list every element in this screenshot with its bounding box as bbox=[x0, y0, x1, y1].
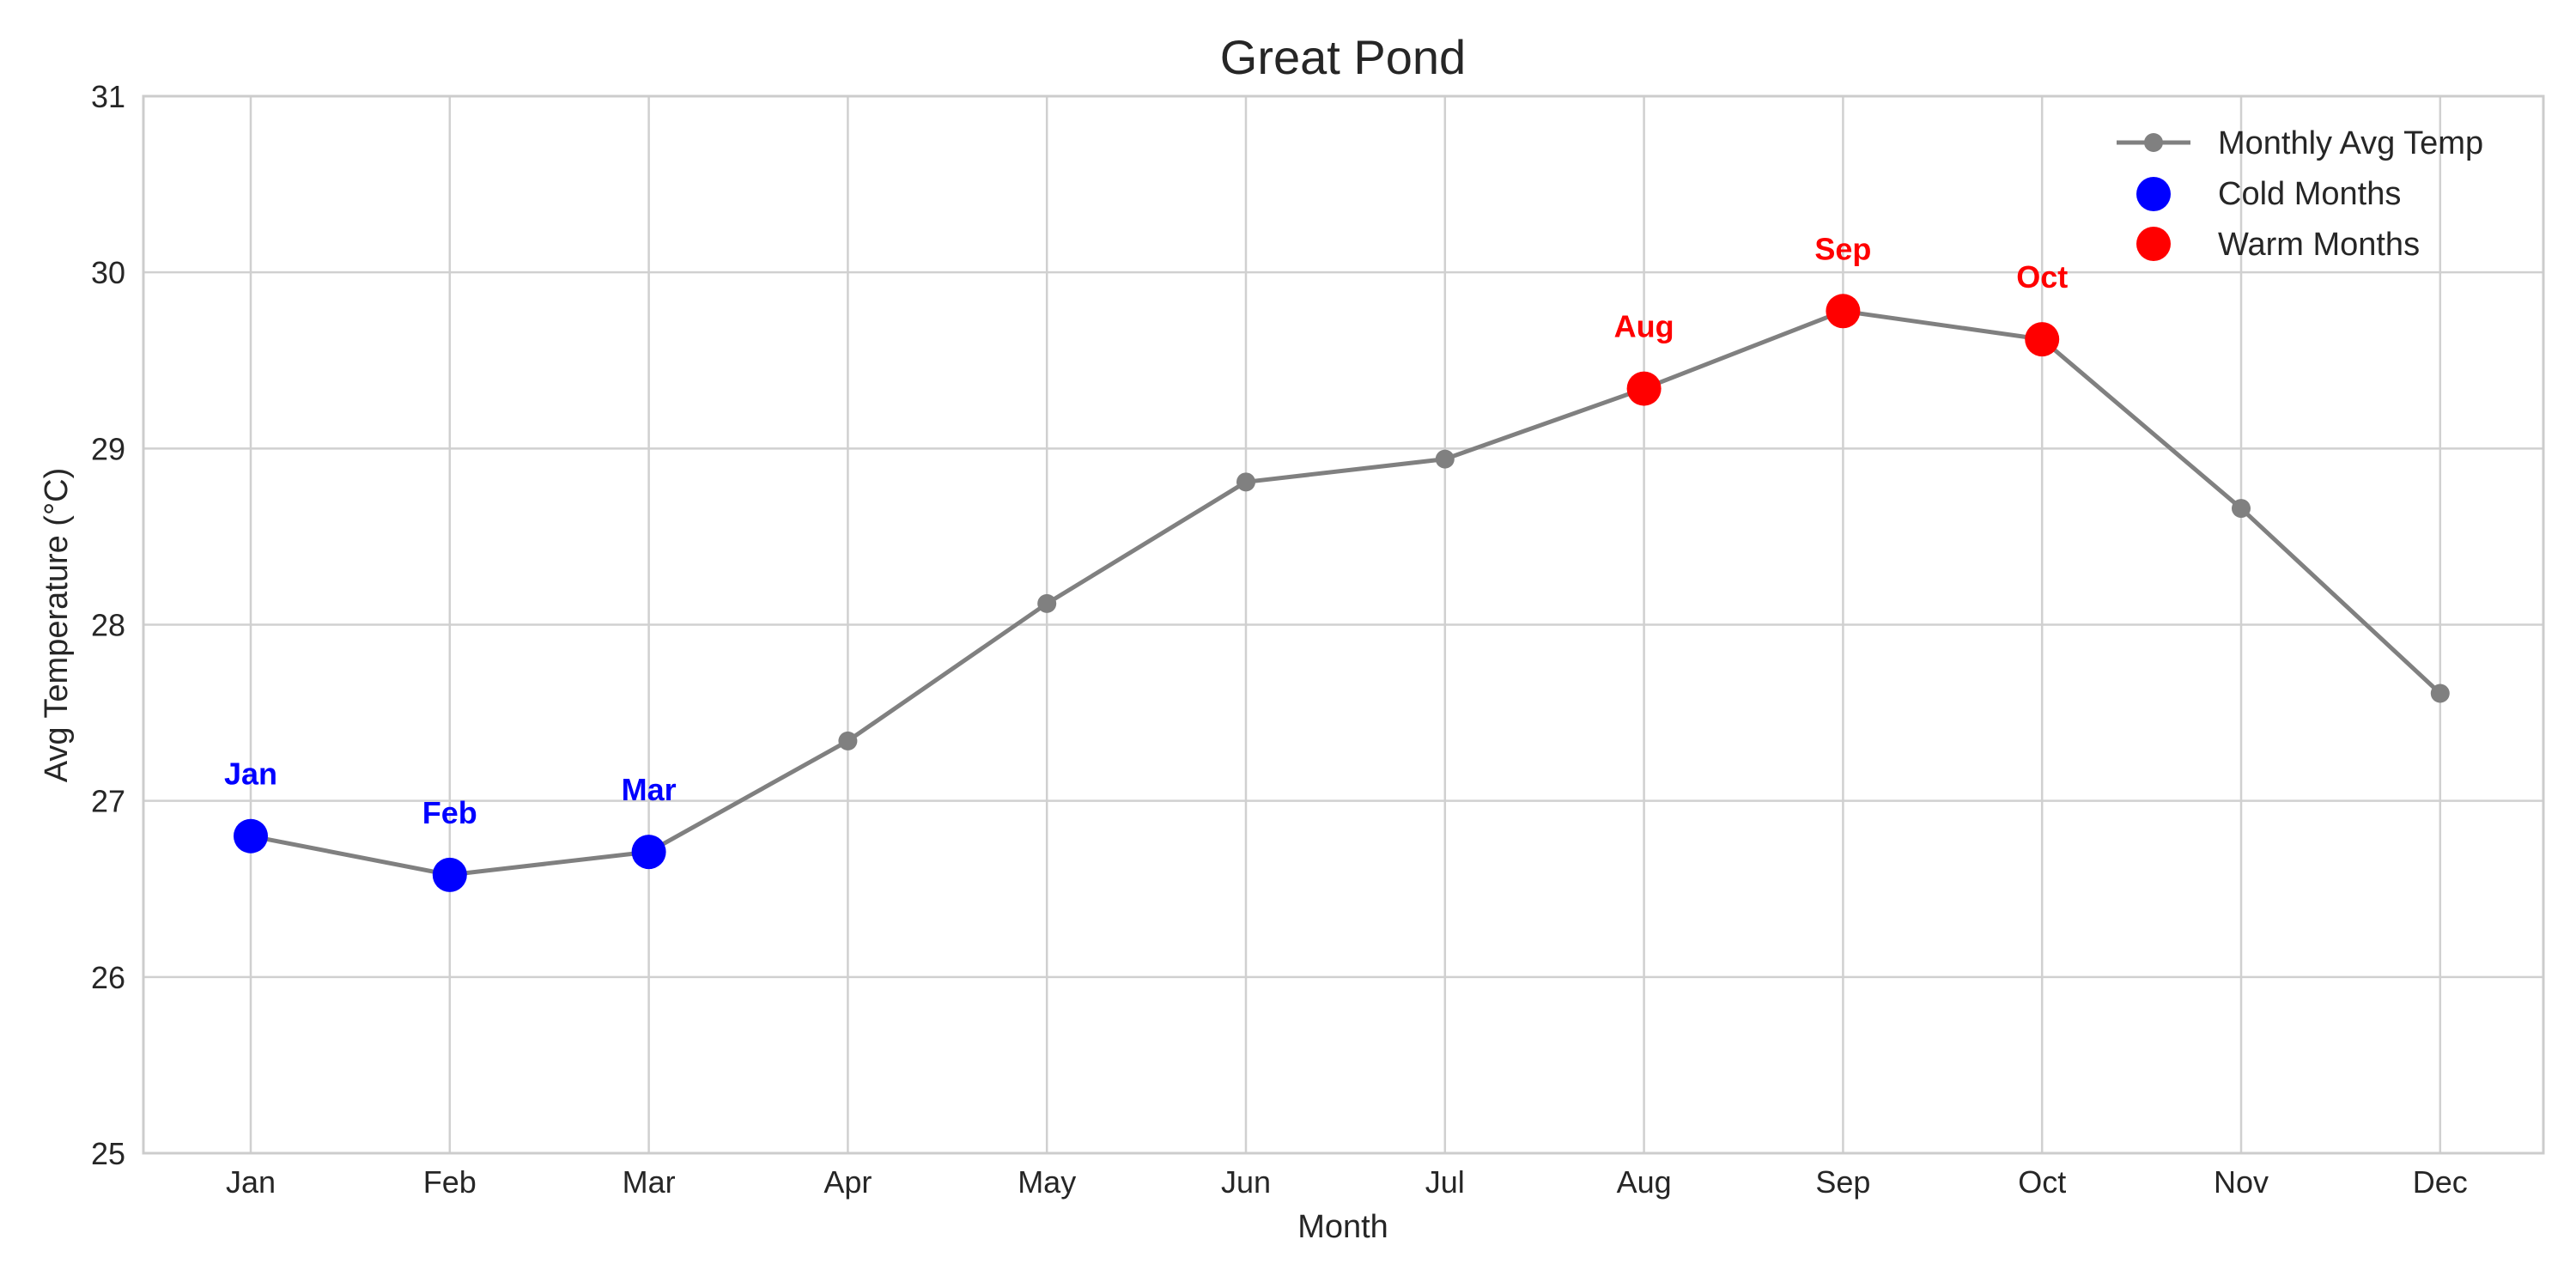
data-point-dec bbox=[2430, 683, 2450, 703]
y-tick-label-29: 29 bbox=[91, 431, 125, 466]
x-tick-label-jan: Jan bbox=[226, 1164, 276, 1200]
annotation-label-sep: Sep bbox=[1814, 231, 1871, 266]
x-tick-label-apr: Apr bbox=[823, 1164, 872, 1200]
y-tick-label-26: 26 bbox=[91, 960, 125, 995]
y-axis-label: Avg Temperature (°C) bbox=[39, 468, 75, 783]
x-tick-label-jul: Jul bbox=[1425, 1164, 1465, 1200]
data-point-apr bbox=[838, 731, 858, 750]
highlight-point-sep bbox=[1826, 294, 1861, 329]
legend-label: Monthly Avg Temp bbox=[2218, 125, 2483, 161]
x-tick-label-sep: Sep bbox=[1815, 1164, 1870, 1200]
x-tick-label-feb: Feb bbox=[423, 1164, 477, 1200]
chart-title: Great Pond bbox=[1220, 30, 1466, 84]
legend-marker-icon bbox=[2144, 133, 2163, 152]
x-tick-label-jun: Jun bbox=[1221, 1164, 1271, 1200]
data-point-may bbox=[1037, 593, 1057, 613]
series-line-monthly-avg-temp bbox=[250, 308, 2442, 878]
y-axis-ticks: 25 26 27 28 29 30 31 bbox=[91, 79, 125, 1171]
legend-item-warm-months: Warm Months bbox=[2136, 227, 2420, 263]
x-tick-label-nov: Nov bbox=[2214, 1164, 2269, 1200]
grid bbox=[143, 94, 2543, 1155]
annotation-label-aug: Aug bbox=[1614, 309, 1674, 344]
annotation-label-feb: Feb bbox=[422, 795, 477, 830]
legend: Monthly Avg Temp Cold Months Warm Months bbox=[2117, 125, 2483, 263]
annotation-label-oct: Oct bbox=[2016, 259, 2068, 295]
data-point-nov bbox=[2232, 499, 2251, 519]
highlight-point-oct bbox=[2025, 322, 2060, 357]
data-point-jun bbox=[1236, 472, 1255, 492]
plot-frame bbox=[142, 94, 2545, 1155]
highlight-layer bbox=[234, 294, 2060, 892]
series-layer bbox=[241, 301, 2450, 884]
y-tick-label-25: 25 bbox=[91, 1136, 125, 1171]
highlight-point-feb bbox=[432, 857, 467, 892]
annotation-layer: Jan Feb Mar Aug Sep Oct bbox=[224, 231, 2068, 830]
x-tick-label-aug: Aug bbox=[1617, 1164, 1672, 1200]
data-point-jul bbox=[1435, 449, 1455, 469]
y-tick-label-27: 27 bbox=[91, 784, 125, 819]
legend-marker-icon bbox=[2136, 177, 2171, 211]
legend-label: Warm Months bbox=[2218, 227, 2420, 263]
y-tick-label-30: 30 bbox=[91, 255, 125, 290]
legend-item-cold-months: Cold Months bbox=[2136, 176, 2401, 212]
x-axis-label: Month bbox=[1297, 1209, 1388, 1245]
highlight-point-jan bbox=[234, 818, 268, 854]
annotation-label-jan: Jan bbox=[224, 756, 277, 792]
y-tick-label-28: 28 bbox=[91, 608, 125, 643]
y-tick-label-31: 31 bbox=[91, 79, 125, 114]
x-tick-label-oct: Oct bbox=[2018, 1164, 2066, 1200]
x-tick-label-may: May bbox=[1018, 1164, 1076, 1200]
legend-label: Cold Months bbox=[2218, 176, 2401, 212]
x-tick-label-mar: Mar bbox=[623, 1164, 676, 1200]
legend-marker-icon bbox=[2136, 227, 2171, 261]
highlight-point-aug bbox=[1626, 371, 1662, 406]
legend-item-monthly-avg-temp: Monthly Avg Temp bbox=[2117, 125, 2483, 161]
x-axis-ticks: Jan Feb Mar Apr May Jun Jul Aug Sep Oct Nov Dec bbox=[226, 1164, 2468, 1200]
annotation-label-mar: Mar bbox=[622, 772, 677, 807]
x-tick-label-dec: Dec bbox=[2413, 1164, 2468, 1200]
highlight-point-mar bbox=[631, 835, 666, 870]
